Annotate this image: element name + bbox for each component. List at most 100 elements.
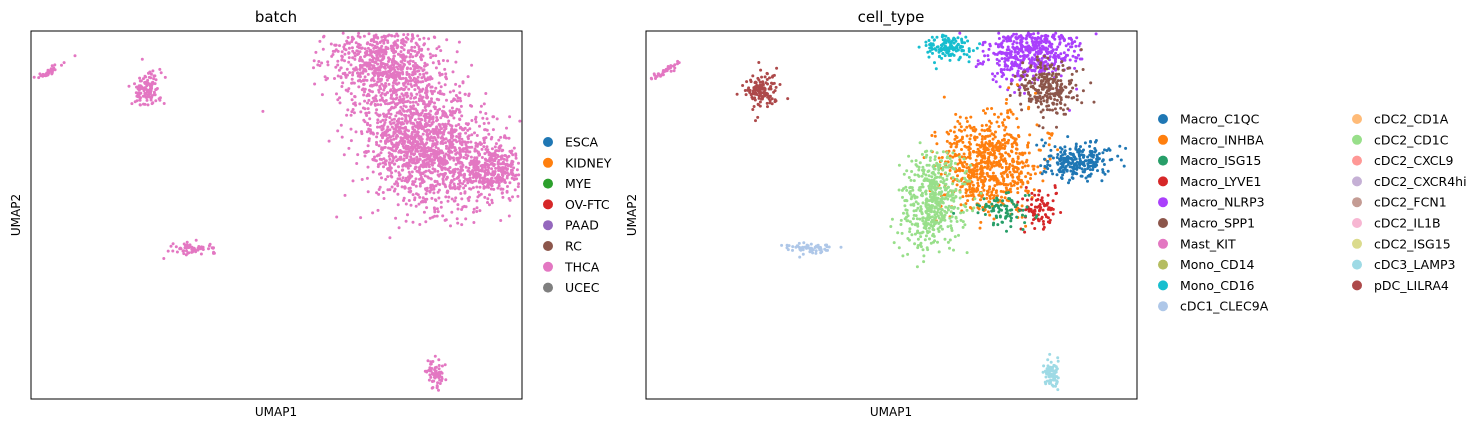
scatter-point (503, 134, 507, 138)
scatter-point (786, 97, 790, 101)
scatter-point (754, 81, 758, 85)
cluster-thca (423, 354, 448, 392)
scatter-point (1033, 88, 1037, 91)
scatter-point (454, 162, 458, 166)
scatter-point (438, 382, 442, 385)
scatter-point (476, 172, 480, 175)
scatter-point (982, 179, 986, 183)
scatter-point (144, 92, 148, 96)
scatter-point (201, 248, 205, 251)
scatter-point (489, 154, 493, 158)
scatter-point (983, 40, 987, 44)
scatter-point (1058, 101, 1062, 104)
scatter-point (1005, 39, 1009, 43)
scatter-point (483, 128, 487, 132)
scatter-point (825, 243, 829, 247)
scatter-point (337, 68, 341, 72)
legend-marker (543, 178, 553, 189)
scatter-point (366, 144, 370, 148)
scatter-point (400, 185, 404, 189)
scatter-point (366, 190, 370, 194)
scatter-point (1031, 164, 1035, 168)
scatter-point (951, 182, 955, 186)
scatter-point (426, 47, 430, 51)
scatter-point (1004, 159, 1008, 163)
scatter-point (953, 205, 957, 209)
scatter-point (379, 87, 383, 91)
scatter-point (314, 50, 318, 54)
scatter-point (475, 185, 479, 189)
scatter-point (920, 212, 924, 216)
scatter-point (365, 78, 369, 82)
cluster-thca (327, 81, 522, 240)
scatter-point (386, 175, 390, 179)
scatter-point (401, 97, 405, 101)
scatter-point (382, 114, 386, 118)
scatter-point (500, 191, 504, 195)
scatter-point (469, 140, 473, 144)
legend-marker (543, 261, 553, 272)
legend-label: KIDNEY (565, 155, 612, 170)
scatter-point (368, 124, 372, 127)
scatter-point (351, 73, 355, 77)
scatter-point (940, 44, 944, 48)
scatter-point (980, 137, 984, 141)
scatter-point (480, 156, 484, 159)
scatter-point (808, 247, 812, 251)
scatter-point (495, 117, 499, 121)
scatter-point (365, 42, 369, 46)
scatter-point (798, 248, 802, 251)
scatter-point (462, 147, 466, 151)
scatter-point (368, 84, 372, 88)
scatter-point (971, 183, 975, 187)
scatter-point (1078, 42, 1082, 45)
scatter-point (990, 132, 994, 136)
scatter-point (465, 148, 469, 152)
scatter-point (1070, 41, 1074, 44)
scatter-point (745, 80, 749, 84)
scatter-point (1033, 172, 1037, 176)
scatter-point (950, 229, 954, 232)
scatter-point (932, 210, 936, 214)
scatter-point (940, 159, 943, 163)
scatter-point (360, 58, 364, 62)
scatter-point (375, 45, 379, 49)
scatter-point (968, 185, 972, 189)
scatter-point (428, 154, 432, 158)
scatter-point (430, 160, 434, 164)
scatter-point (421, 177, 424, 181)
scatter-point (753, 92, 757, 96)
scatter-point (387, 60, 390, 63)
scatter-point (969, 133, 973, 137)
scatter-point (360, 46, 364, 50)
cell-type-points (649, 31, 1128, 392)
scatter-point (182, 242, 186, 246)
scatter-point (949, 54, 953, 57)
scatter-point (980, 124, 984, 128)
scatter-point (186, 251, 190, 255)
scatter-point (419, 164, 423, 168)
scatter-point (431, 139, 435, 143)
scatter-point (424, 121, 428, 125)
scatter-point (509, 151, 513, 155)
scatter-point (424, 165, 428, 169)
scatter-point (954, 187, 958, 191)
scatter-point (932, 38, 936, 42)
scatter-point (929, 195, 933, 199)
scatter-point (1015, 37, 1019, 41)
scatter-point (446, 59, 450, 63)
scatter-point (455, 217, 459, 221)
scatter-point (406, 137, 410, 141)
scatter-point (375, 131, 379, 135)
scatter-point (486, 183, 490, 186)
scatter-point (373, 69, 377, 73)
scatter-point (419, 200, 423, 204)
scatter-point (349, 113, 353, 117)
scatter-point (468, 176, 472, 180)
scatter-point (391, 97, 395, 101)
scatter-point (410, 146, 413, 149)
scatter-point (467, 134, 471, 138)
scatter-point (424, 200, 427, 204)
scatter-point (917, 174, 921, 178)
scatter-point (441, 158, 445, 162)
